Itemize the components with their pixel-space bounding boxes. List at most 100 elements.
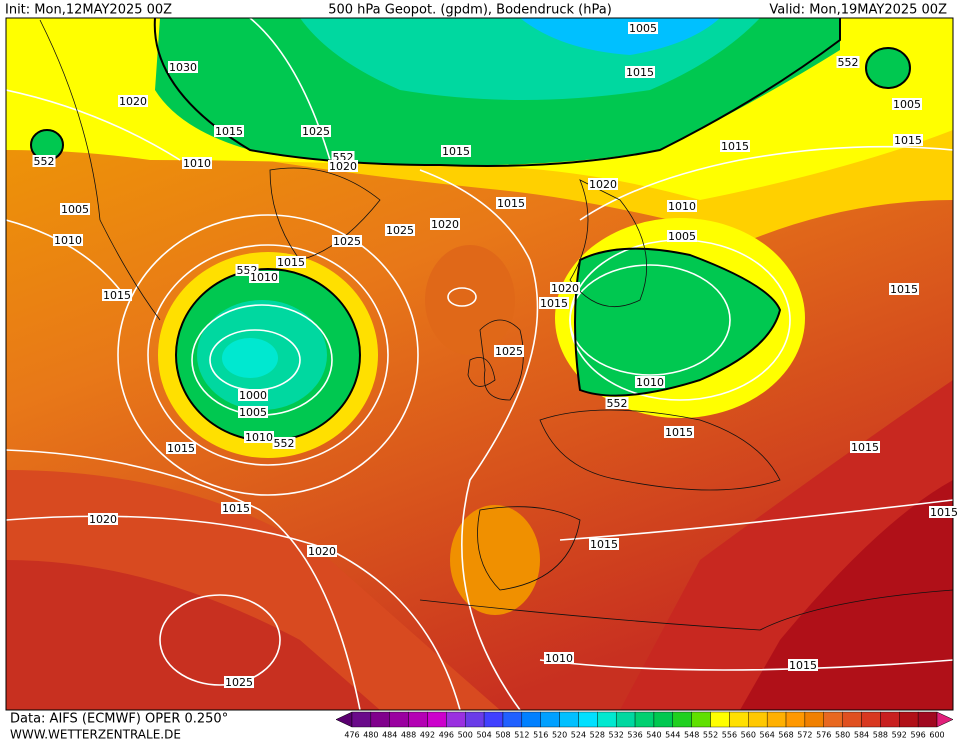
colorbar-swatch (843, 712, 862, 727)
colorbar-label: 548 (684, 731, 699, 740)
isobar-label: 1005 (61, 203, 89, 216)
isobar-label: 1030 (169, 61, 197, 74)
colorbar-label: 476 (344, 731, 359, 740)
colorbar-swatch (635, 712, 654, 727)
colorbar-label: 500 (458, 731, 473, 740)
isobar-label: 1015 (894, 134, 922, 147)
colorbar-swatch (560, 712, 579, 727)
isobar-label: 1015 (590, 538, 618, 551)
colorbar-swatch (465, 712, 484, 727)
colorbar-swatch (673, 712, 692, 727)
colorbar-label: 588 (873, 731, 888, 740)
isobar-label: 1015 (540, 297, 568, 310)
isobar-label: 1025 (495, 345, 523, 358)
colorbar-label: 520 (552, 731, 567, 740)
isobar-label: 1005 (893, 98, 921, 111)
colorbar-swatch (918, 712, 937, 727)
isobar-label: 1025 (302, 125, 330, 138)
colorbar-swatch (371, 712, 390, 727)
colorbar-label: 552 (703, 731, 718, 740)
colorbar-label: 544 (665, 731, 680, 740)
colorbar-label: 512 (514, 731, 529, 740)
isobar-label: 1015 (721, 140, 749, 153)
colorbar-swatch (409, 712, 428, 727)
isobar-label: 1015 (103, 289, 131, 302)
colorbar-swatch (767, 712, 786, 727)
isobar-label: 1015 (277, 256, 305, 269)
isobar-label: 1025 (333, 235, 361, 248)
colorbar-label: 528 (590, 731, 605, 740)
colorbar-swatch (578, 712, 597, 727)
colorbar-swatch (862, 712, 881, 727)
colorbar-swatch (748, 712, 767, 727)
colorbar-label: 540 (646, 731, 661, 740)
isobar-label: 1010 (183, 157, 211, 170)
isobar-label: 1025 (386, 224, 414, 237)
isobar-label: 1020 (308, 545, 336, 558)
isobar-label: 1015 (789, 659, 817, 672)
colorbar-label: 580 (835, 731, 850, 740)
colorbar-label: 576 (816, 731, 831, 740)
isobar-label: 552 (274, 437, 295, 450)
isobar-label: 1010 (245, 431, 273, 444)
isobar-label: 1020 (431, 218, 459, 231)
isobar-label: 1020 (89, 513, 117, 526)
colorbar-arrow-low (336, 712, 352, 727)
colorbar-swatch (597, 712, 616, 727)
colorbar-swatch (352, 712, 371, 727)
isobar-label: 1015 (222, 502, 250, 515)
colorbar-swatch (484, 712, 503, 727)
colorbar-label: 492 (420, 731, 435, 740)
isobar-label: 1020 (551, 282, 579, 295)
colorbar-arrow-high (937, 712, 953, 727)
isobar-label: 1015 (626, 66, 654, 79)
colorbar-swatch (446, 712, 465, 727)
isobar-label: 1005 (629, 22, 657, 35)
colorbar-swatch (427, 712, 446, 727)
isobar-label: 1015 (215, 125, 243, 138)
colorbar-swatch (692, 712, 711, 727)
colorbar-label: 596 (910, 731, 925, 740)
colorbar-label: 536 (627, 731, 642, 740)
init-time: Init: Mon,12MAY2025 00Z (5, 3, 172, 18)
colorbar-label: 592 (892, 731, 907, 740)
colorbar-label: 532 (609, 731, 624, 740)
colorbar-label: 488 (401, 731, 416, 740)
isobar-label: 1010 (668, 200, 696, 213)
isobar-label: 1010 (636, 376, 664, 389)
colorbar-label: 564 (760, 731, 775, 740)
colorbar-swatch (729, 712, 748, 727)
colorbar-label: 524 (571, 731, 586, 740)
isobar-label: 1005 (668, 230, 696, 243)
colorbar-swatch (541, 712, 560, 727)
colorbar-swatch (880, 712, 899, 727)
valid-time: Valid: Mon,19MAY2025 00Z (769, 3, 947, 18)
colorbar-swatch (899, 712, 918, 727)
map-title: 500 hPa Geopot. (gpdm), Bodendruck (hPa) (328, 3, 612, 18)
isobar-label: 1010 (250, 271, 278, 284)
colorbar-swatch (786, 712, 805, 727)
colorbar-swatch (390, 712, 409, 727)
colorbar-label: 484 (382, 731, 397, 740)
map-area (6, 18, 953, 710)
colorbar-swatch (711, 712, 730, 727)
isobar-label: 1015 (890, 283, 918, 296)
colorbar-swatch (654, 712, 673, 727)
colorbar-swatch (616, 712, 635, 727)
isobar-label: 1020 (589, 178, 617, 191)
colorbar-label: 584 (854, 731, 869, 740)
colorbar-label: 508 (495, 731, 510, 740)
isobar-label: 552 (34, 155, 55, 168)
colorbar-label: 560 (741, 731, 756, 740)
isobar-label: 1015 (665, 426, 693, 439)
isobar-label: 1015 (167, 442, 195, 455)
isobar-label: 1010 (54, 234, 82, 247)
colorbar-swatch (805, 712, 824, 727)
isobar-label: 1015 (930, 506, 958, 519)
isobar-label: 1015 (851, 441, 879, 454)
website-url: WWW.WETTERZENTRALE.DE (10, 728, 181, 742)
colorbar-swatch (522, 712, 541, 727)
colorbar-label: 600 (929, 731, 944, 740)
data-source: Data: AIFS (ECMWF) OPER 0.250° (10, 712, 228, 727)
